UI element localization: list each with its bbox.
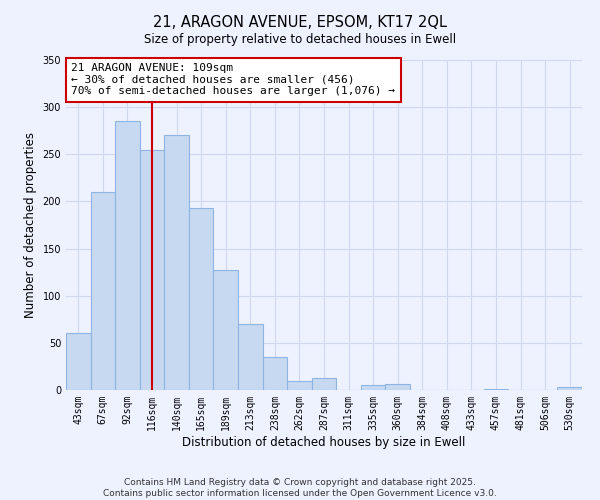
Text: 21 ARAGON AVENUE: 109sqm
← 30% of detached houses are smaller (456)
70% of semi-: 21 ARAGON AVENUE: 109sqm ← 30% of detach… xyxy=(71,64,395,96)
Bar xyxy=(91,192,115,390)
Bar xyxy=(189,208,214,390)
Bar xyxy=(115,122,140,390)
Y-axis label: Number of detached properties: Number of detached properties xyxy=(24,132,37,318)
Text: Contains HM Land Registry data © Crown copyright and database right 2025.
Contai: Contains HM Land Registry data © Crown c… xyxy=(103,478,497,498)
Bar xyxy=(385,384,410,390)
Bar xyxy=(238,324,263,390)
Bar xyxy=(484,389,508,390)
Text: 21, ARAGON AVENUE, EPSOM, KT17 2QL: 21, ARAGON AVENUE, EPSOM, KT17 2QL xyxy=(153,15,447,30)
Text: Size of property relative to detached houses in Ewell: Size of property relative to detached ho… xyxy=(144,32,456,46)
Bar xyxy=(66,334,91,390)
Bar xyxy=(263,357,287,390)
Bar xyxy=(361,386,385,390)
Bar xyxy=(164,136,189,390)
Bar xyxy=(557,387,582,390)
Bar xyxy=(140,150,164,390)
Bar xyxy=(214,270,238,390)
X-axis label: Distribution of detached houses by size in Ewell: Distribution of detached houses by size … xyxy=(182,436,466,448)
Bar xyxy=(287,380,312,390)
Bar xyxy=(312,378,336,390)
